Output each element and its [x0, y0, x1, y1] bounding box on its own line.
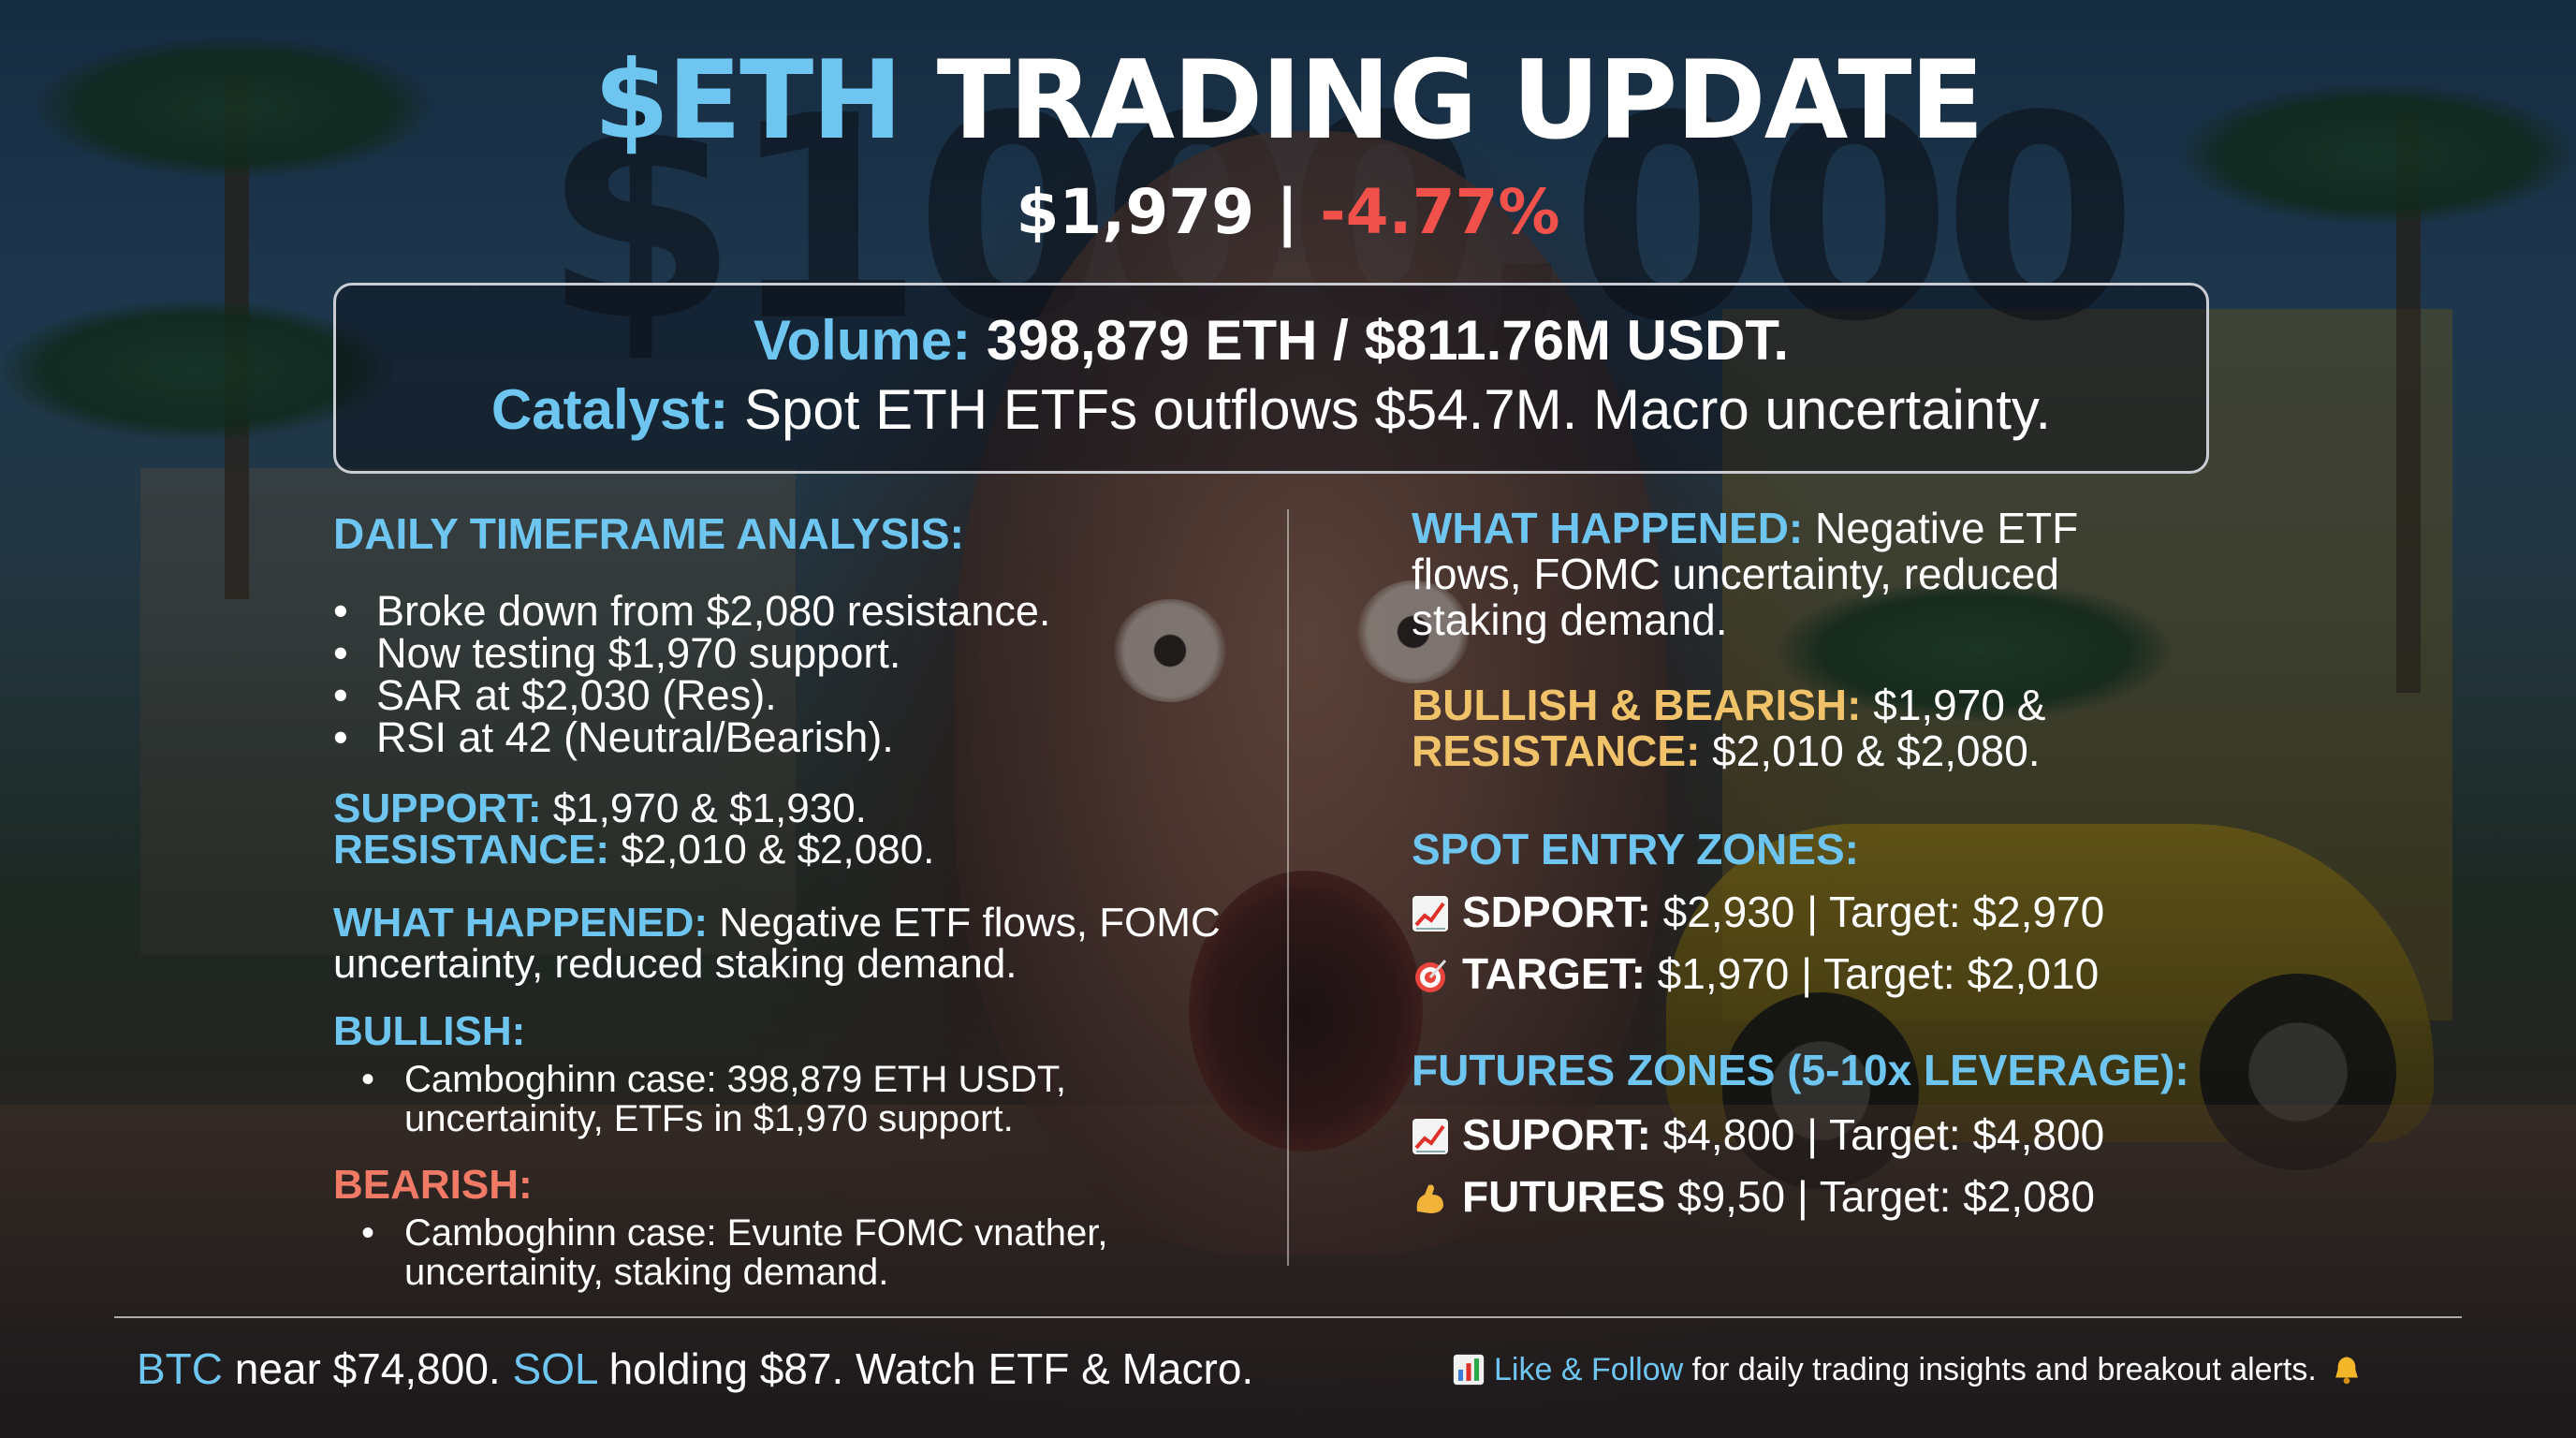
btc-ticker: BTC — [137, 1344, 223, 1393]
spot-zone-row: TARGET: $1,970 | Target: $2,010 — [1412, 943, 2441, 1005]
spot-row-value: $2,930 | Target: $2,970 — [1650, 888, 2105, 936]
spot-row-label: TARGET: — [1462, 949, 1646, 998]
bell-icon — [2335, 1357, 2359, 1385]
follow-cta: Like & Follow for daily trading insights… — [1453, 1352, 2363, 1388]
chart-up-icon — [1412, 896, 1448, 932]
title-text: TRADING UPDATE — [900, 37, 1984, 164]
support-value: $1,970 & $1,930. — [541, 785, 867, 831]
flex-arm-icon — [1416, 1184, 1443, 1213]
list-item: Broke down from $2,080 resistance. — [333, 590, 1269, 632]
bullish-list: Camboghinn case: 398,879 ETH USDT, uncer… — [361, 1060, 1269, 1138]
column-divider — [1287, 509, 1289, 1266]
market-summary: BTC near $74,800. SOL holding $87. Watch… — [137, 1343, 1253, 1394]
what-happened-value: Negative ETF flows, FOMC uncertainty, re… — [333, 900, 1221, 987]
resistance-value: $2,010 & $2,080. — [608, 827, 935, 873]
palm-frond — [0, 300, 393, 440]
sol-ticker: SOL — [512, 1344, 597, 1393]
bullish-title: BULLISH: — [333, 1008, 526, 1054]
price-change: -4.77% — [1320, 176, 1560, 248]
daily-analysis-title: DAILY TIMEFRAME ANALYSIS: — [333, 509, 964, 558]
list-item: Camboghinn case: Evunte FOMC vnather, un… — [361, 1213, 1172, 1292]
futures-zones-title: FUTURES ZONES (5-10x LEVERAGE): — [1412, 1046, 2189, 1094]
volume-value: 398,879 ETH / $811.76M USDT. — [971, 309, 1790, 372]
what-happened-value: Negative ETF flows, FOMC uncertainty, re… — [1412, 504, 2079, 644]
left-column: DAILY TIMEFRAME ANALYSIS: Broke down fro… — [333, 506, 1269, 1292]
target-icon — [1415, 960, 1447, 992]
support-label: SUPPORT: — [333, 785, 542, 831]
cta-text: for daily trading insights and breakout … — [1683, 1352, 2317, 1387]
spot-zones-title: SPOT ENTRY ZONES: — [1412, 825, 1859, 873]
daily-analysis-list: Broke down from $2,080 resistance. Now t… — [333, 590, 1269, 758]
futures-row-label: SUPORT: — [1462, 1110, 1651, 1159]
catalyst-line: Catalyst: Spot ETH ETFs outflows $54.7M.… — [336, 375, 2206, 445]
what-happened-left: WHAT HAPPENED: Negative ETF flows, FOMC … — [333, 902, 1241, 985]
bullish-bearish-line: BULLISH & BEARISH: $1,970 & — [1412, 682, 2441, 728]
face-eye — [1357, 580, 1470, 683]
catalyst-label: Catalyst: — [490, 378, 729, 441]
like-follow-link[interactable]: Like & Follow — [1494, 1352, 1684, 1387]
resistance-line-right: RESISTANCE: $2,010 & $2,080. — [1412, 728, 2441, 774]
btc-text: near $74,800. — [223, 1344, 513, 1393]
catalyst-value: Spot ETH ETFs outflows $54.7M. Macro unc… — [728, 378, 2052, 441]
bullish-bearish-label: BULLISH & BEARISH: — [1412, 681, 1862, 729]
spot-row-label: SDPORT: — [1462, 888, 1651, 936]
resistance-line: RESISTANCE: $2,010 & $2,080. — [333, 829, 1269, 871]
list-item: Camboghinn case: 398,879 ETH USDT, uncer… — [361, 1060, 1153, 1138]
what-happened-label: WHAT HAPPENED: — [1412, 504, 1804, 552]
price-separator: | — [1254, 176, 1321, 248]
title-ticker: $ETH — [593, 37, 902, 164]
bearish-title: BEARISH: — [333, 1162, 533, 1208]
support-line: SUPPORT: $1,970 & $1,930. — [333, 788, 1269, 829]
resistance-label: RESISTANCE: — [333, 827, 609, 873]
futures-row-value: $4,800 | Target: $4,800 — [1650, 1110, 2105, 1159]
futures-row-label: FUTURES — [1462, 1172, 1666, 1221]
volume-catalyst-box: Volume: 398,879 ETH / $811.76M USDT. Cat… — [333, 283, 2209, 474]
resistance-value: $2,010 & $2,080. — [1700, 726, 2041, 775]
resistance-label: RESISTANCE: — [1412, 726, 1701, 775]
volume-line: Volume: 398,879 ETH / $811.76M USDT. — [336, 306, 2206, 375]
right-column: WHAT HAPPENED: Negative ETF flows, FOMC … — [1412, 506, 2441, 1227]
palm-frond — [2181, 84, 2574, 225]
volume-label: Volume: — [753, 309, 972, 372]
what-happened-label: WHAT HAPPENED: — [333, 900, 709, 946]
face-mouth — [1189, 871, 1423, 1152]
page-title: $ETH TRADING UPDATE — [0, 37, 2576, 164]
palm-frond — [1778, 580, 2172, 721]
list-item: RSI at 42 (Neutral/Bearish). — [333, 716, 1269, 758]
spot-row-value: $1,970 | Target: $2,010 — [1645, 949, 2100, 998]
list-item: Now testing $1,970 support. — [333, 632, 1269, 674]
bullish-bearish-value: $1,970 & — [1861, 681, 2046, 729]
list-item: SAR at $2,030 (Res). — [333, 674, 1269, 716]
sol-text: holding $87. Watch ETF & Macro. — [596, 1344, 1254, 1393]
spot-zone-row: SDPORT: $2,930 | Target: $2,970 — [1412, 881, 2441, 943]
futures-zone-row: FUTURES $9,50 | Target: $2,080 — [1412, 1166, 2441, 1227]
bar-chart-icon — [1453, 1354, 1485, 1386]
what-happened-right: WHAT HAPPENED: Negative ETF flows, FOMC … — [1412, 506, 2198, 643]
bearish-list: Camboghinn case: Evunte FOMC vnather, un… — [361, 1213, 1269, 1292]
palm-frond — [37, 37, 431, 178]
futures-row-value: $9,50 | Target: $2,080 — [1665, 1172, 2095, 1221]
footer-divider — [114, 1316, 2462, 1318]
chart-up-icon — [1412, 1119, 1448, 1154]
price-value: $1,979 — [1016, 176, 1255, 248]
price-line: $1,979 | -4.77% — [0, 176, 2576, 248]
futures-zone-row: SUPORT: $4,800 | Target: $4,800 — [1412, 1104, 2441, 1166]
